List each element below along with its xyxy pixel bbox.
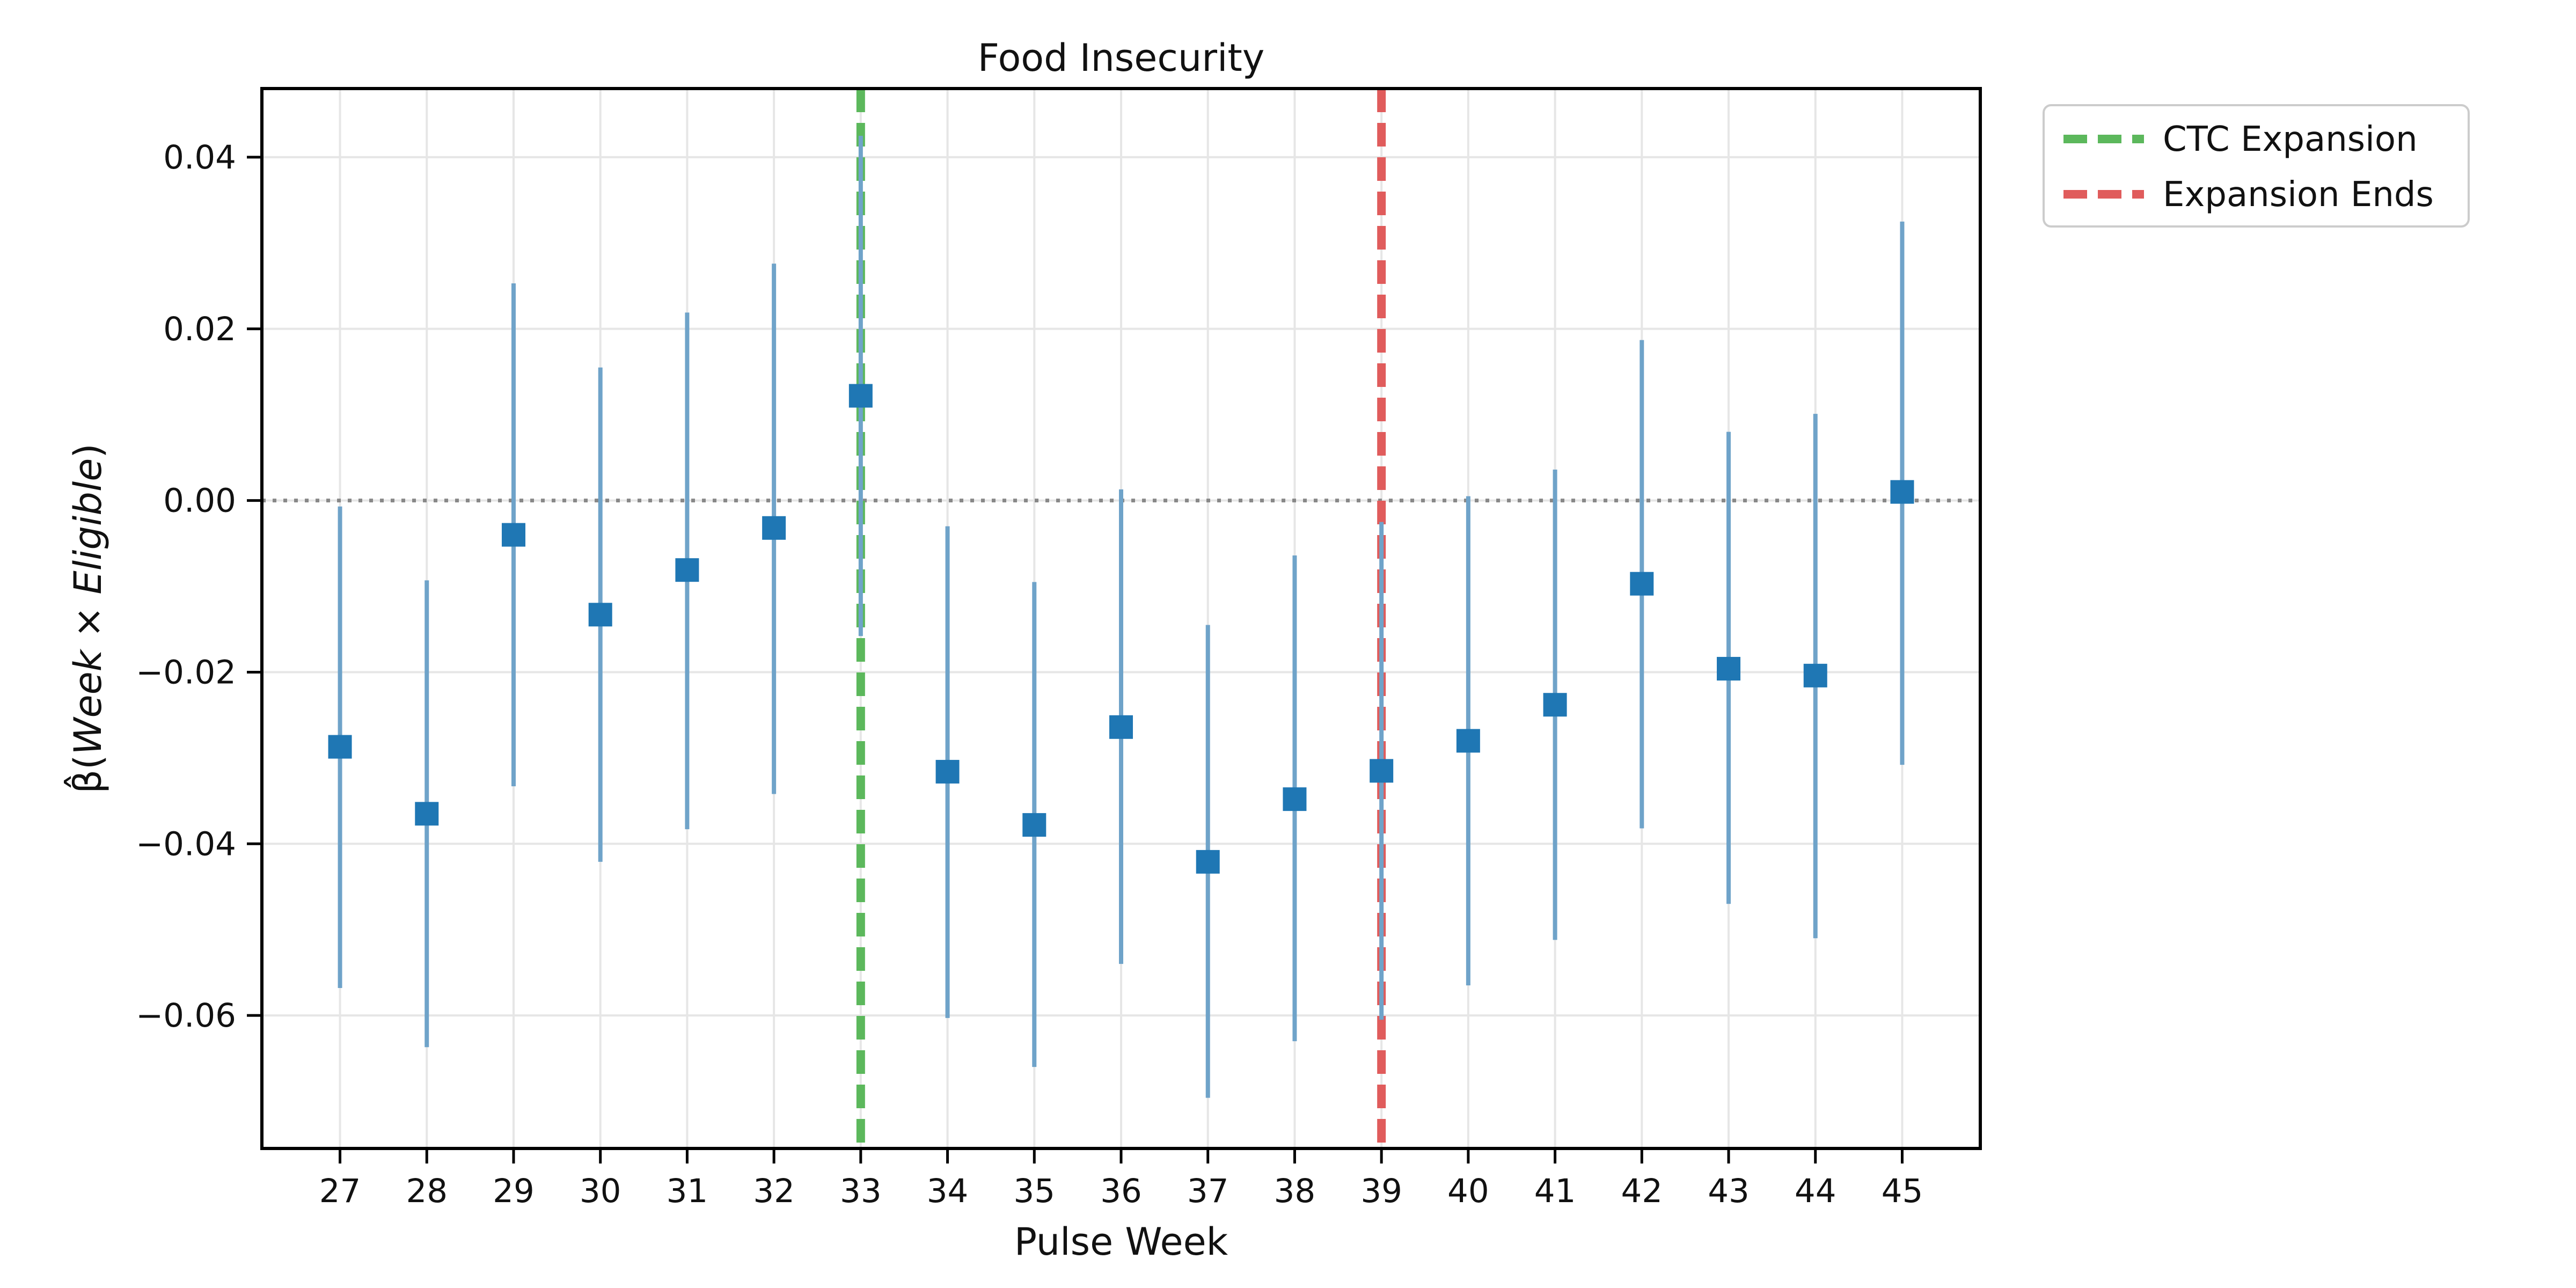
x-tick-label: 30 xyxy=(580,1172,621,1210)
estimate-point-week-27 xyxy=(328,735,352,759)
y-axis-label-close: ) xyxy=(66,443,110,458)
y-tick-label: −0.06 xyxy=(136,997,236,1035)
legend-label-expansion-ends: Expansion Ends xyxy=(2163,175,2434,215)
chart-title: Food Insecurity xyxy=(978,36,1265,80)
estimate-point-week-29 xyxy=(501,523,525,547)
x-axis-label: Pulse Week xyxy=(1014,1220,1228,1264)
estimate-point-week-31 xyxy=(675,558,699,582)
y-tick-label: −0.04 xyxy=(136,825,236,863)
x-tick-label: 34 xyxy=(927,1172,969,1210)
estimate-point-week-39 xyxy=(1370,759,1394,783)
estimate-point-week-34 xyxy=(935,759,960,784)
estimate-point-week-45 xyxy=(1890,480,1914,504)
estimate-point-week-32 xyxy=(762,516,786,540)
x-tick-label: 32 xyxy=(753,1172,795,1210)
point-estimates xyxy=(328,384,1914,874)
estimate-point-week-36 xyxy=(1109,715,1133,739)
estimate-point-week-28 xyxy=(415,802,439,826)
legend-label-ctc-expansion: CTC Expansion xyxy=(2163,120,2418,159)
estimate-point-week-33 xyxy=(848,384,873,408)
y-axis-label-beta: β̂( xyxy=(64,755,110,794)
estimate-point-week-44 xyxy=(1803,663,1827,687)
y-axis-label-week: Week xyxy=(66,648,110,755)
estimate-point-week-30 xyxy=(588,603,612,627)
y-tick-label: 0.00 xyxy=(163,482,236,520)
x-tick-label: 37 xyxy=(1187,1172,1229,1210)
y-axis-ticks: −0.06 −0.04 −0.02 0.00 0.02 0.04 xyxy=(136,138,262,1035)
estimate-point-week-35 xyxy=(1022,813,1046,837)
x-tick-label: 29 xyxy=(493,1172,535,1210)
estimate-point-week-41 xyxy=(1543,693,1567,717)
y-axis-label: β̂(Week × Eligible) xyxy=(64,443,110,793)
legend: CTC Expansion Expansion Ends xyxy=(2043,104,2470,228)
estimate-point-week-38 xyxy=(1283,787,1307,811)
x-tick-label: 36 xyxy=(1100,1172,1142,1210)
y-axis-label-eligible: Eligible xyxy=(66,458,110,595)
x-tick-label: 42 xyxy=(1621,1172,1663,1210)
x-tick-label: 41 xyxy=(1534,1172,1576,1210)
x-axis-ticks: 27 28 29 30 31 32 33 34 35 36 37 38 39 40 41 42 43 44 45 xyxy=(319,1148,1923,1210)
x-tick-label: 43 xyxy=(1708,1172,1750,1210)
estimate-point-week-43 xyxy=(1717,657,1741,681)
x-tick-label: 44 xyxy=(1795,1172,1836,1210)
x-tick-label: 39 xyxy=(1360,1172,1402,1210)
y-tick-label: 0.02 xyxy=(163,310,236,348)
estimate-point-week-42 xyxy=(1630,572,1654,596)
x-tick-label: 45 xyxy=(1882,1172,1923,1210)
y-axis-label-times: × xyxy=(66,595,110,650)
x-tick-label: 31 xyxy=(667,1172,708,1210)
legend-box xyxy=(2043,104,2470,228)
x-tick-label: 28 xyxy=(406,1172,448,1210)
y-tick-label: −0.02 xyxy=(136,653,236,691)
estimate-point-week-37 xyxy=(1196,850,1220,874)
x-tick-label: 27 xyxy=(319,1172,361,1210)
x-tick-label: 33 xyxy=(840,1172,882,1210)
x-tick-label: 40 xyxy=(1447,1172,1489,1210)
y-tick-label: 0.04 xyxy=(163,138,236,177)
x-tick-label: 38 xyxy=(1274,1172,1316,1210)
x-tick-label: 35 xyxy=(1013,1172,1055,1210)
estimate-point-week-40 xyxy=(1456,729,1480,753)
